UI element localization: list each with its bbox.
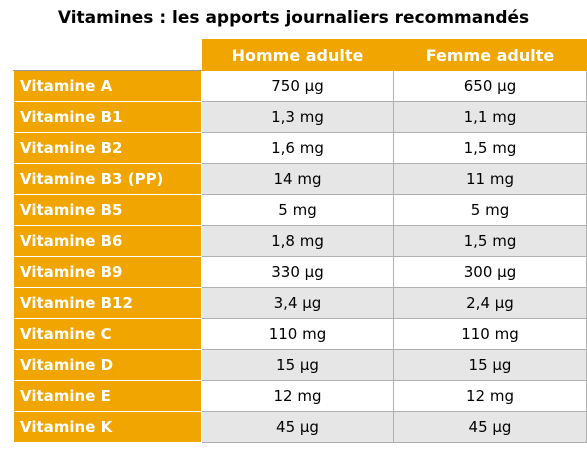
row-label: Vitamine B2 [13, 132, 202, 164]
table-row: Vitamine B1 1,3 mg 1,1 mg [13, 101, 587, 133]
value-homme: 110 mg [201, 318, 394, 350]
value-homme: 1,6 mg [201, 132, 394, 164]
row-label: Vitamine D [13, 349, 202, 381]
value-homme: 1,8 mg [201, 225, 394, 257]
table-row: Vitamine C 110 mg 110 mg [13, 318, 587, 350]
row-label: Vitamine B3 (PP) [13, 163, 202, 195]
value-femme: 15 µg [393, 349, 587, 381]
row-label: Vitamine E [13, 380, 202, 412]
table-row: Vitamine B3 (PP) 14 mg 11 mg [13, 163, 587, 195]
value-femme: 110 mg [393, 318, 587, 350]
row-label: Vitamine A [13, 70, 202, 102]
value-femme: 1,5 mg [393, 225, 587, 257]
table-row: Vitamine B9 330 µg 300 µg [13, 256, 587, 288]
row-label: Vitamine C [13, 318, 202, 350]
table-row: Vitamine D 15 µg 15 µg [13, 349, 587, 381]
row-label: Vitamine B9 [13, 256, 202, 288]
value-femme: 2,4 µg [393, 287, 587, 319]
table-row: Vitamine B5 5 mg 5 mg [13, 194, 587, 226]
value-homme: 45 µg [201, 411, 394, 443]
table-row: Vitamine E 12 mg 12 mg [13, 380, 587, 412]
row-label: Vitamine B5 [13, 194, 202, 226]
value-homme: 12 mg [201, 380, 394, 412]
row-label: Vitamine B1 [13, 101, 202, 133]
table-row: Vitamine K 45 µg 45 µg [13, 411, 587, 443]
value-homme: 750 µg [201, 70, 394, 102]
value-femme: 1,5 mg [393, 132, 587, 164]
table-body: Vitamine A 750 µg 650 µg Vitamine B1 1,3… [13, 70, 587, 443]
value-homme: 3,4 µg [201, 287, 394, 319]
table-header-row: Homme adulte Femme adulte [13, 39, 587, 71]
value-femme: 5 mg [393, 194, 587, 226]
table-row: Vitamine B6 1,8 mg 1,5 mg [13, 225, 587, 257]
value-femme: 45 µg [393, 411, 587, 443]
table-row: Vitamine A 750 µg 650 µg [13, 70, 587, 102]
header-corner [13, 39, 202, 71]
value-homme: 330 µg [201, 256, 394, 288]
value-homme: 14 mg [201, 163, 394, 195]
table-row: Vitamine B2 1,6 mg 1,5 mg [13, 132, 587, 164]
row-label: Vitamine B12 [13, 287, 202, 319]
value-femme: 1,1 mg [393, 101, 587, 133]
row-label: Vitamine K [13, 411, 202, 443]
value-femme: 11 mg [393, 163, 587, 195]
column-header-homme: Homme adulte [201, 39, 394, 71]
value-homme: 5 mg [201, 194, 394, 226]
value-femme: 650 µg [393, 70, 587, 102]
value-homme: 1,3 mg [201, 101, 394, 133]
value-femme: 12 mg [393, 380, 587, 412]
table-row: Vitamine B12 3,4 µg 2,4 µg [13, 287, 587, 319]
value-femme: 300 µg [393, 256, 587, 288]
row-label: Vitamine B6 [13, 225, 202, 257]
page-title: Vitamines : les apports journaliers reco… [57, 8, 530, 28]
value-homme: 15 µg [201, 349, 394, 381]
vitamin-table: Homme adulte Femme adulte Vitamine A 750… [13, 39, 587, 443]
column-header-femme: Femme adulte [393, 39, 587, 71]
